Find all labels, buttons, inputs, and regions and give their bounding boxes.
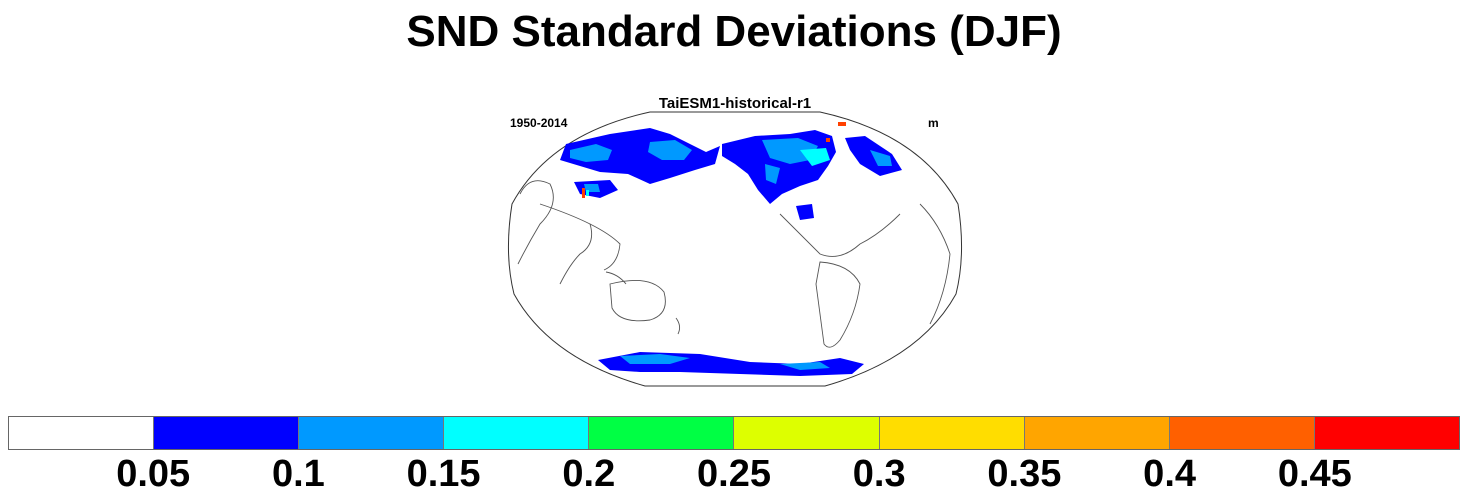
colorbar: [8, 416, 1460, 450]
snow-field-eurasia: [560, 128, 720, 198]
colorbar-segment-9: [1314, 417, 1459, 449]
colorbar-tick-label: 0.3: [852, 453, 906, 495]
colorbar-tick-label: 0.05: [116, 453, 191, 495]
snow-field-north-america: [722, 122, 902, 220]
colorbar-segment-8: [1169, 417, 1315, 449]
colorbar-segment-4: [589, 417, 735, 449]
colorbar-tick-label: 0.4: [1143, 453, 1197, 495]
main-title: SND Standard Deviations (DJF): [406, 7, 1062, 56]
colorbar-segment-7: [1024, 417, 1170, 449]
colorbar-tick-label: 0.2: [562, 453, 616, 495]
units-label: m: [928, 116, 939, 130]
colorbar-tick-label: 0.25: [697, 453, 771, 495]
colorbar-segment-1: [154, 417, 300, 449]
map-canvas: [507, 111, 963, 387]
colorbar-tick-label: 0.1: [271, 453, 325, 495]
colorbar-tick-label: 0.15: [406, 453, 481, 495]
colorbar-segment-2: [299, 417, 445, 449]
colorbar-tick-label: 0.35: [987, 453, 1062, 495]
colorbar-segment-6: [879, 417, 1025, 449]
snow-field-antarctica: [598, 352, 864, 376]
colorbar-labels: 0.05 0.1 0.15 0.2 0.25 0.3 0.35 0.4 0.45: [8, 452, 1460, 496]
colorbar-tick-label: 0.45: [1277, 453, 1352, 495]
map-panel: TaiESM1-historical-r1 1950-2014 m: [500, 94, 970, 394]
map-panel-title: TaiESM1-historical-r1: [658, 95, 812, 112]
coastlines: [517, 180, 951, 348]
colorbar-segment-3: [444, 417, 590, 449]
period-label: 1950-2014: [510, 116, 568, 130]
colorbar-segment-0: [9, 417, 155, 449]
colorbar-segment-5: [734, 417, 880, 449]
